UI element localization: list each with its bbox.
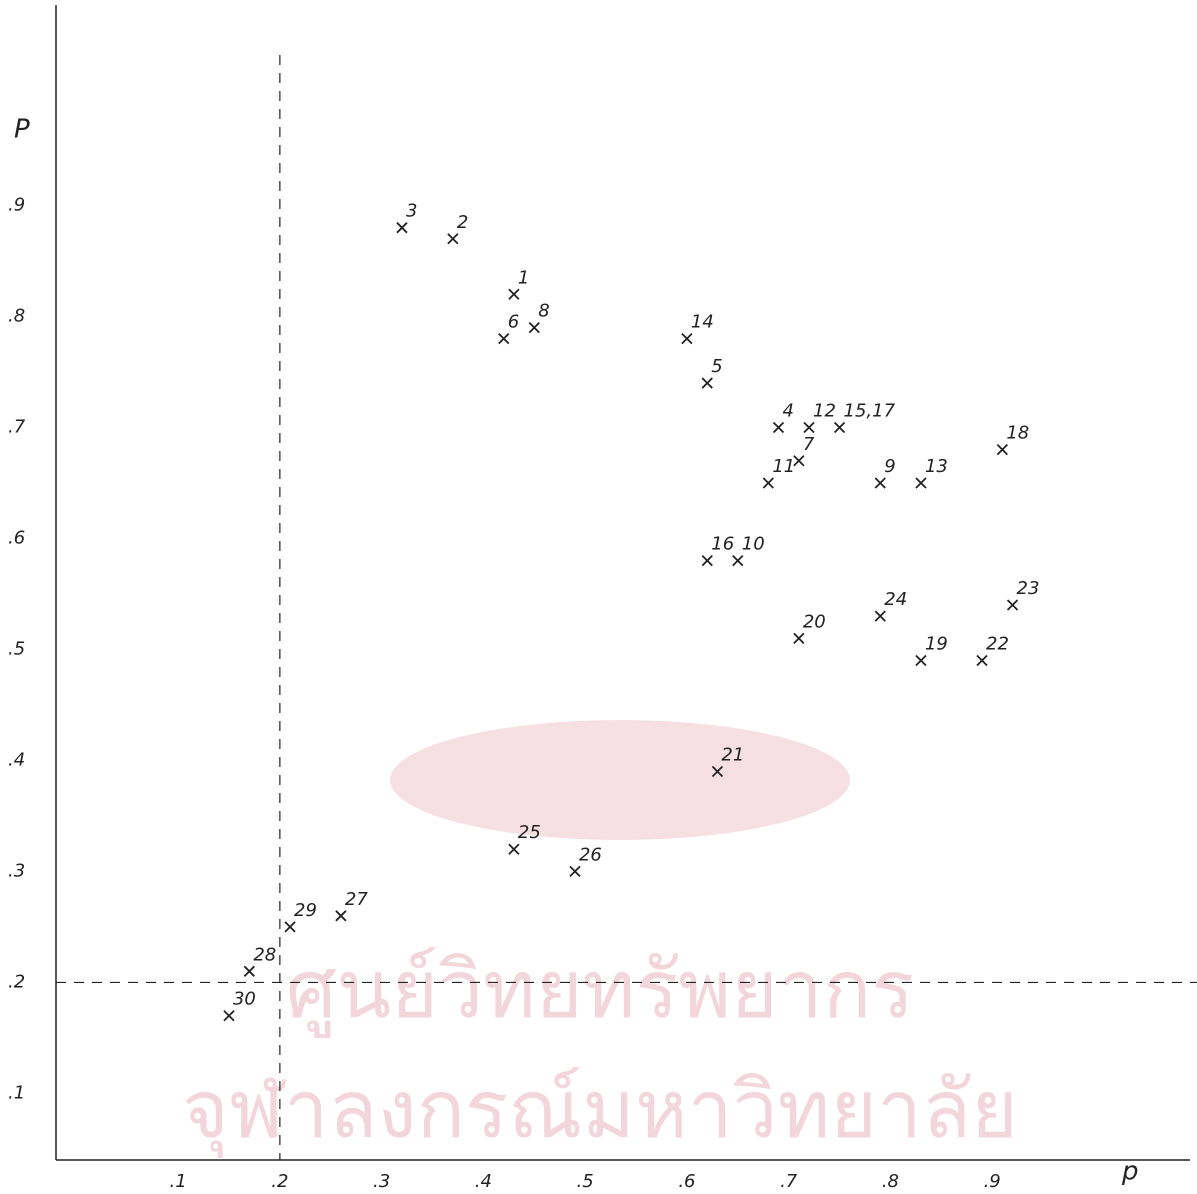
watermark-text: ศูนย์วิทยทรัพยากร: [286, 943, 915, 1038]
point-label: 29: [294, 900, 317, 921]
point: [701, 555, 713, 567]
watermark-text: จุฬาลงกรณ์มหาวิทยาลัย: [182, 1063, 1018, 1158]
point-label: 7: [803, 434, 815, 455]
point-label: 12: [813, 400, 836, 421]
y-axis-title: P: [14, 115, 30, 145]
point-label: 2: [457, 212, 468, 233]
point: [335, 910, 347, 922]
point-label: 4: [782, 400, 793, 421]
y-tick-label: .9: [8, 194, 25, 215]
point: [528, 321, 540, 334]
point-label: 5: [711, 356, 722, 377]
point-label: 1: [518, 267, 529, 288]
point-label: 26: [579, 844, 602, 865]
point: [996, 444, 1008, 456]
point: [223, 1010, 235, 1022]
y-tick-label: .1: [8, 1082, 25, 1103]
point: [762, 477, 774, 489]
point: [508, 843, 520, 855]
point: [711, 765, 724, 778]
point-label: 21: [721, 745, 744, 766]
y-tick-label: .6: [8, 527, 25, 548]
point: [1006, 599, 1019, 611]
x-tick-label: .1: [170, 1171, 187, 1192]
point: [803, 421, 815, 434]
point: [732, 555, 744, 567]
y-tick-label: .5: [8, 638, 25, 659]
y-tick-label: .2: [8, 971, 25, 992]
x-tick-label: .2: [271, 1171, 288, 1192]
point-label: 13: [925, 456, 948, 477]
point-label: 14: [691, 312, 714, 333]
x-tick-label: .9: [984, 1171, 1001, 1192]
point: [915, 654, 927, 667]
point: [498, 333, 510, 345]
point-label: 6: [508, 312, 519, 333]
point: [772, 421, 785, 434]
x-tick-label: .7: [780, 1171, 798, 1192]
point-label: 16: [711, 534, 734, 555]
x-tick-label: .4: [475, 1171, 492, 1192]
point: [793, 455, 805, 467]
point: [681, 333, 693, 345]
point-label: 20: [803, 611, 826, 632]
point: [976, 654, 988, 667]
x-axis-title: p: [1121, 1157, 1139, 1187]
point-label: 24: [884, 589, 907, 610]
point: [243, 965, 255, 977]
point: [284, 921, 296, 933]
point-label: 28: [253, 944, 276, 965]
y-tick-label: .8: [8, 305, 25, 326]
x-tick-label: .8: [882, 1171, 899, 1192]
point-label: 8: [538, 301, 549, 322]
point-label: 27: [345, 889, 368, 910]
x-tick-label: .5: [577, 1171, 594, 1192]
point-label: 19: [925, 634, 948, 655]
point: [569, 865, 581, 878]
point-label: 15,17: [844, 400, 896, 421]
point-label: 10: [742, 534, 765, 555]
point: [915, 477, 927, 489]
y-tick-label: .3: [8, 860, 25, 881]
point: [701, 377, 713, 389]
point: [508, 288, 520, 300]
watermark-emblem: [390, 720, 850, 840]
point-label: 25: [518, 822, 541, 843]
x-tick-label: .3: [373, 1171, 390, 1192]
point-label: 22: [986, 634, 1009, 655]
point-label: 11: [772, 456, 795, 477]
point: [833, 421, 846, 434]
y-tick-label: .7: [8, 416, 26, 437]
point-label: 30: [233, 989, 256, 1010]
point: [396, 222, 408, 234]
x-tick-label: .6: [678, 1171, 695, 1192]
point: [447, 233, 459, 245]
point: [874, 610, 886, 622]
y-tick-label: .4: [8, 749, 25, 770]
point-label: 9: [884, 456, 895, 477]
point-label: 18: [1006, 423, 1029, 444]
point: [793, 632, 805, 644]
point: [874, 477, 886, 489]
point-label: 23: [1017, 578, 1040, 599]
point-label: 3: [406, 201, 417, 222]
